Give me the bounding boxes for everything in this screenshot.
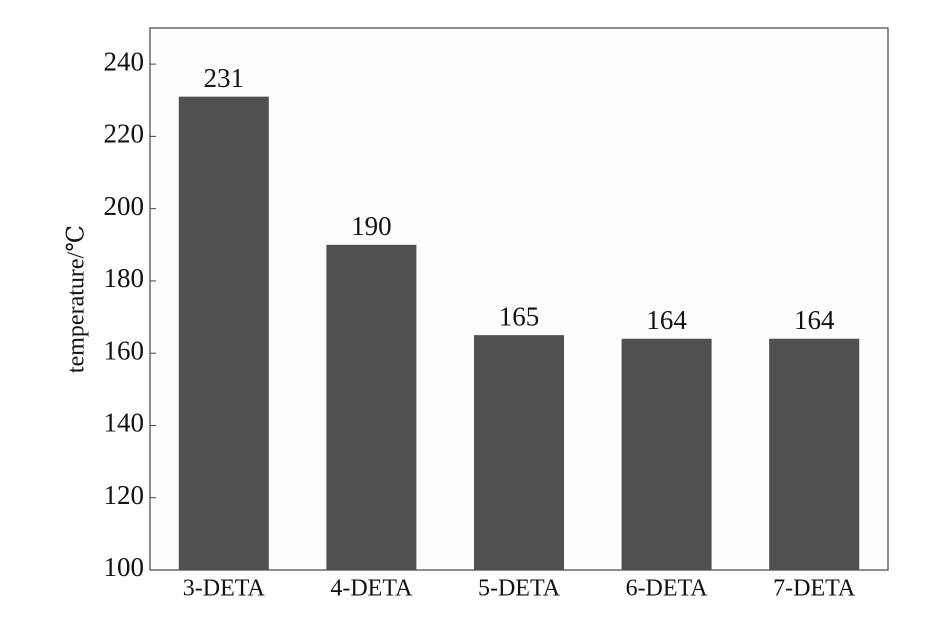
data-label: 190 xyxy=(351,211,392,241)
y-tick-label: 140 xyxy=(104,408,145,438)
y-tick-label: 200 xyxy=(104,191,145,221)
y-axis-label: temperature/℃ xyxy=(64,225,90,373)
y-tick-label: 120 xyxy=(104,480,145,510)
data-label: 165 xyxy=(499,301,540,331)
x-tick-label: 4-DETA xyxy=(330,576,413,602)
data-label: 164 xyxy=(794,305,835,335)
y-tick-label: 220 xyxy=(104,119,145,149)
data-label: 164 xyxy=(646,305,687,335)
bar xyxy=(326,244,417,571)
bar xyxy=(769,338,860,570)
y-tick-label: 160 xyxy=(104,335,145,365)
data-label: 231 xyxy=(204,63,245,93)
bar xyxy=(473,335,565,570)
y-tick-label: 240 xyxy=(104,46,145,76)
y-tick-label: 100 xyxy=(104,552,145,582)
x-tick-label: 7-DETA xyxy=(773,576,856,602)
x-tick-label: 3-DETA xyxy=(183,576,266,602)
x-tick-label: 6-DETA xyxy=(626,576,709,602)
bar xyxy=(178,96,269,571)
y-tick-label: 180 xyxy=(104,263,145,293)
x-tick-label: 5-DETA xyxy=(478,576,561,602)
bar xyxy=(621,338,712,570)
